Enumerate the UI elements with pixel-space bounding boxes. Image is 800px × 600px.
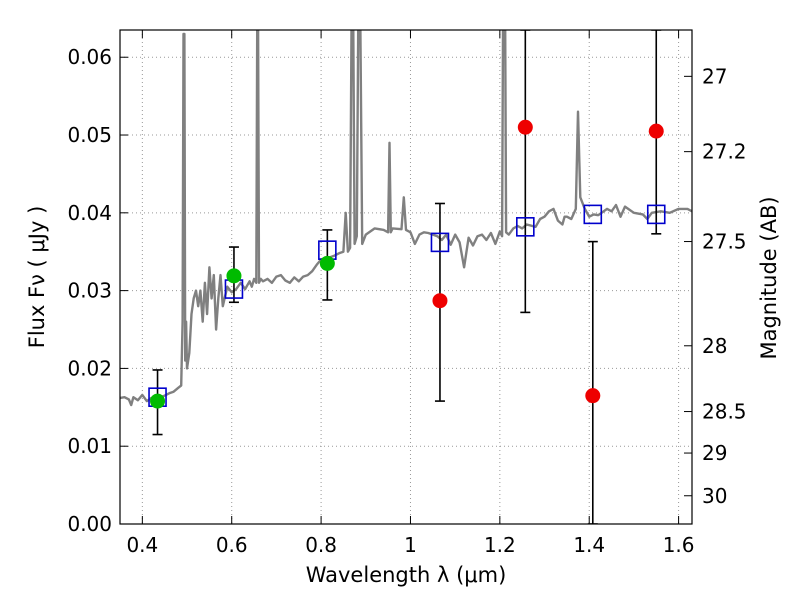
y-tick-label: 0.06 xyxy=(67,45,112,69)
x-tick-label: 1 xyxy=(404,533,417,557)
model-square xyxy=(430,232,450,253)
y-tick-label: 0.05 xyxy=(67,123,112,147)
x-axis-label: Wavelength λ (μm) xyxy=(306,563,507,587)
y-tick-label: 0.01 xyxy=(67,434,112,458)
model-square xyxy=(583,204,603,225)
y-tick-label: 0.04 xyxy=(67,201,112,225)
x-tick-label: 1.6 xyxy=(663,533,695,557)
mag-tick-label: 28.5 xyxy=(702,400,747,424)
mag-tick-label: 27.5 xyxy=(702,230,747,254)
detection-point xyxy=(226,268,242,284)
y-axis-label: Flux Fν ( μJy ) xyxy=(25,206,49,349)
plot-area xyxy=(120,30,692,524)
spectrum-layer xyxy=(120,30,692,407)
nondetection-point xyxy=(648,123,664,139)
x-tick-label: 0.6 xyxy=(216,533,248,557)
x-tick-label: 0.8 xyxy=(305,533,337,557)
photometry-layer xyxy=(150,119,664,409)
mag-tick-label: 29 xyxy=(702,441,727,465)
mag-tick-label: 28 xyxy=(702,334,727,358)
nondetection-point xyxy=(432,293,448,309)
nondetection-point xyxy=(585,388,601,404)
detection-point xyxy=(150,393,166,409)
y-tick-label: 0.02 xyxy=(67,356,112,380)
model-square xyxy=(646,204,666,225)
spectrum-line xyxy=(120,30,692,407)
y-tick-label: 0.00 xyxy=(67,512,112,536)
y-tick-label: 0.03 xyxy=(67,279,112,303)
x-tick-label: 1.4 xyxy=(573,533,605,557)
mag-tick-label: 27 xyxy=(702,64,727,88)
model-points-layer xyxy=(148,204,666,407)
y-axis-right-label: Magnitude (AB) xyxy=(757,196,781,359)
mag-tick-label: 30 xyxy=(702,484,727,508)
mag-tick-label: 27.2 xyxy=(702,140,747,164)
model-square xyxy=(516,217,535,237)
x-tick-label: 0.4 xyxy=(126,533,158,557)
x-tick-label: 1.2 xyxy=(484,533,516,557)
plot-frame xyxy=(119,29,693,525)
axis-ticks: 0.4 0.6 0.8 1 1.2 1.4 1.6 0.00 0.01 0.02 0.03 0.04 0… xyxy=(67,30,747,557)
nondetection-point xyxy=(517,119,533,135)
detection-point xyxy=(319,255,335,271)
